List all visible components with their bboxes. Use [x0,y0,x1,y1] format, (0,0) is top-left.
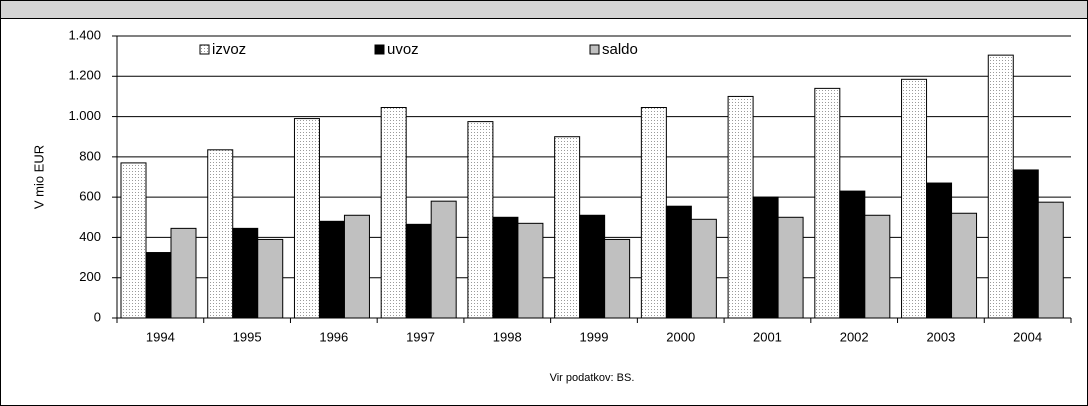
bar [120,162,147,319]
x-tick-label: 2004 [1013,329,1042,344]
bar [232,227,259,319]
y-tick-label: 1.200 [68,68,101,83]
bar [343,214,370,319]
legend-swatch [374,44,385,55]
source-note: Vir podatkov: BS. [550,372,635,384]
bar [1037,201,1064,319]
x-tick-label: 2002 [840,329,869,344]
x-tick-label: 1997 [406,329,435,344]
bar [467,121,494,319]
legend-swatch [589,44,600,55]
bar [690,218,717,319]
bar [318,220,345,319]
x-tick-label: 1999 [580,329,609,344]
bar [257,238,284,319]
y-tick-label: 200 [79,269,101,284]
x-tick-label: 2003 [926,329,955,344]
bar [579,214,606,319]
x-tick-label: 1994 [146,329,175,344]
bar [752,196,779,319]
bar [145,252,172,319]
bar [777,216,804,319]
bar [207,149,234,319]
bar [926,182,953,319]
bar [492,216,519,319]
bar [951,212,978,319]
bar [640,107,667,319]
x-tick-label: 1995 [233,329,262,344]
bar [405,223,432,319]
bar [864,214,891,319]
bar [839,190,866,319]
bar [901,78,928,319]
bar [727,95,754,319]
y-axis-label: V mio EUR [31,145,46,209]
bar [604,238,631,319]
bar [1012,169,1039,319]
bar [554,136,581,319]
legend-label: uvoz [387,41,419,58]
bar [517,222,544,319]
y-tick-label: 1.000 [68,108,101,123]
legend-label: saldo [602,41,638,58]
bar [814,87,841,319]
x-tick-label: 2001 [753,329,782,344]
y-tick-label: 800 [79,148,101,163]
x-tick-label: 1996 [319,329,348,344]
bar [430,200,457,319]
header-bar [0,0,1088,19]
y-tick-label: 0 [94,309,101,324]
x-tick-label: 2000 [666,329,695,344]
bar [665,205,692,319]
legend-label: izvoz [212,41,246,58]
bar [380,107,407,319]
y-tick-label: 400 [79,229,101,244]
y-tick-label: 1.400 [68,27,101,42]
x-tick-label: 1998 [493,329,522,344]
legend-swatch [199,44,210,55]
bar [987,54,1014,319]
y-tick-label: 600 [79,189,101,204]
bar [170,227,197,319]
bar [293,118,320,319]
